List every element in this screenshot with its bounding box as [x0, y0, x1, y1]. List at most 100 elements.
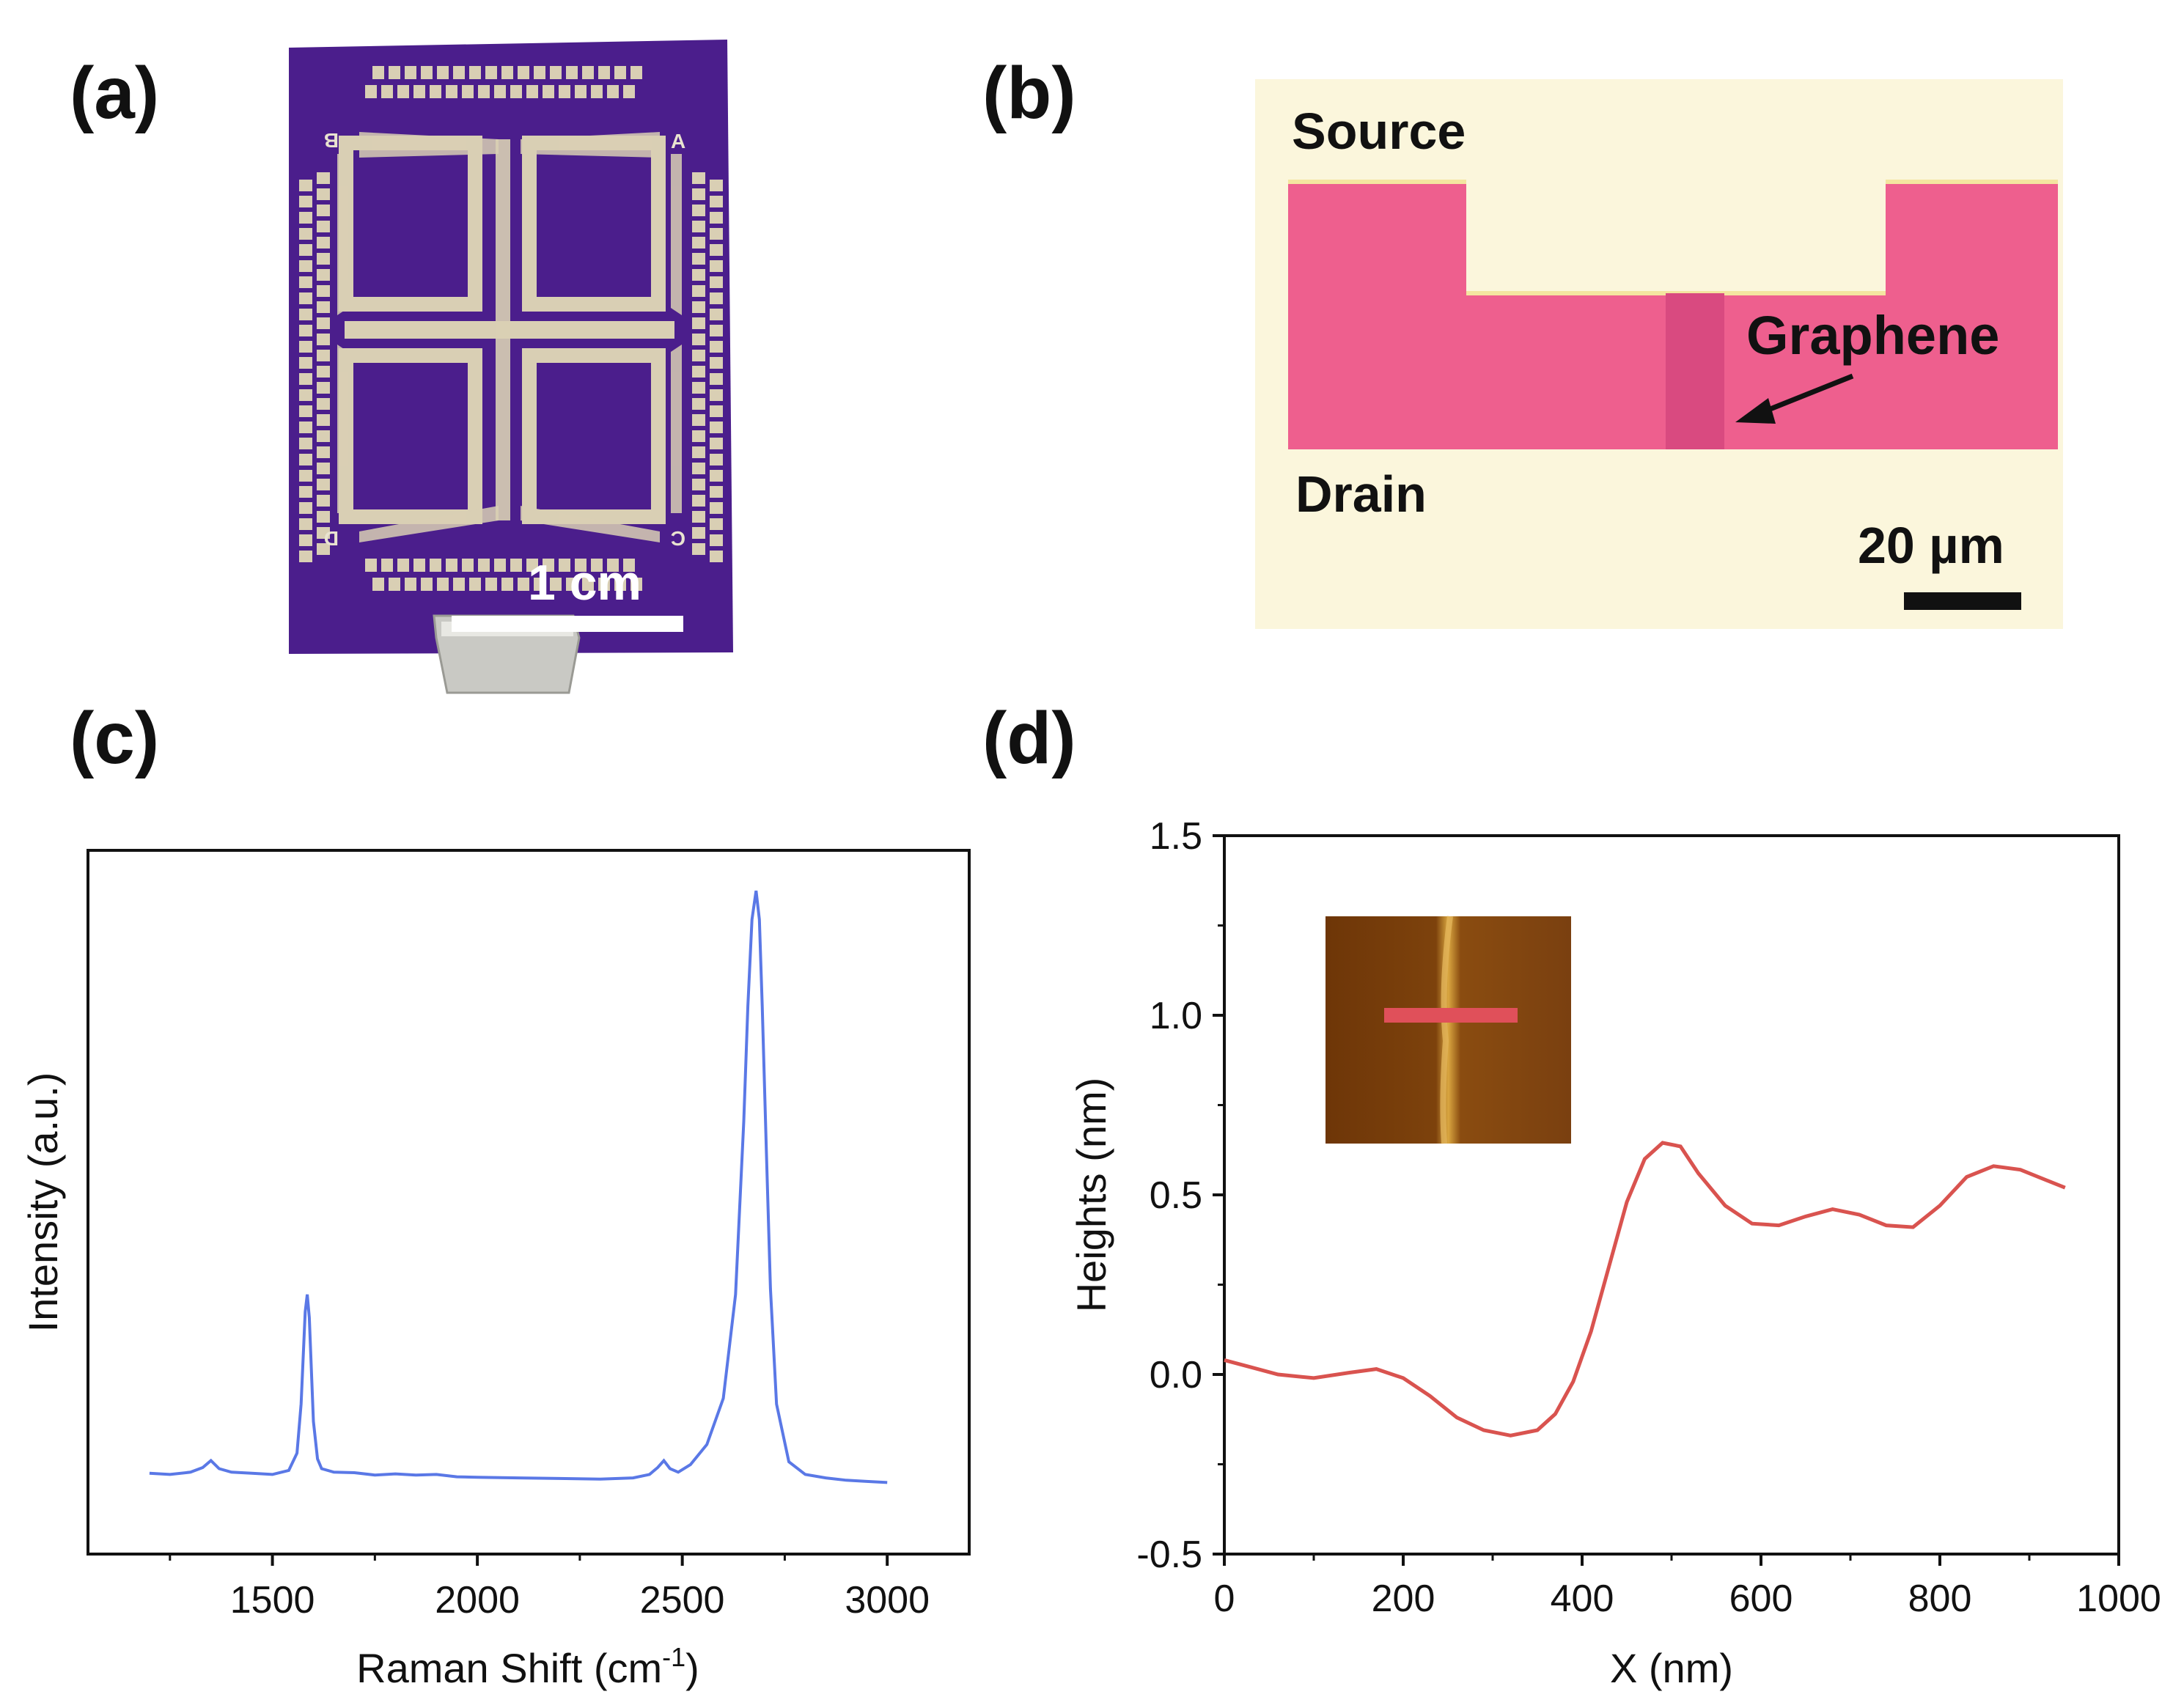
raman-plot-frame — [87, 849, 971, 1556]
panel-label-c: (c) — [70, 697, 160, 779]
contact-pad — [591, 559, 603, 572]
afm-ytick-label: -0.5 — [1136, 1534, 1202, 1576]
contact-pad — [317, 172, 330, 184]
scale-bar-1cm — [452, 616, 683, 632]
contact-pad — [317, 334, 330, 345]
afm-ytick-label: 1.5 — [1150, 815, 1202, 858]
contact-pad — [299, 180, 312, 191]
scale-label-20um: 20 µm — [1858, 517, 2004, 574]
raman-xtick-label: 1500 — [230, 1579, 315, 1622]
contact-pad — [299, 196, 312, 207]
contact-pad — [397, 559, 409, 572]
contact-pad — [630, 578, 642, 591]
contact-pad — [692, 527, 705, 539]
contact-pad — [317, 527, 330, 539]
contact-pad — [469, 578, 481, 591]
contact-pad — [317, 463, 330, 474]
contact-pad — [299, 405, 312, 417]
contact-pad — [559, 559, 570, 572]
contact-pad — [575, 85, 587, 98]
contact-pad — [518, 66, 529, 79]
raman-series-line — [149, 890, 888, 1484]
contact-pad — [381, 559, 393, 572]
contact-pad — [317, 188, 330, 200]
afm-ylabel: Heights (nm) — [1068, 1078, 1114, 1313]
center-cross-v — [496, 139, 510, 520]
panel-label-a: (a) — [70, 52, 160, 134]
graphene-arrowhead — [1735, 398, 1776, 424]
contact-pad — [566, 66, 578, 79]
contact-pad — [462, 85, 474, 98]
contact-pad — [299, 292, 312, 304]
afm-inset-linecut — [1384, 1008, 1518, 1023]
device-photo: A B C D 1 cm — [289, 40, 733, 694]
contact-pad — [710, 276, 723, 288]
contact-pad — [598, 66, 610, 79]
contact-pad — [710, 373, 723, 385]
contact-pad — [299, 551, 312, 562]
contact-pad — [710, 309, 723, 320]
contact-pad — [692, 463, 705, 474]
contact-pad — [317, 253, 330, 265]
contact-pad — [710, 454, 723, 465]
contact-pad — [591, 85, 603, 98]
contact-pad — [710, 405, 723, 417]
scale-bar-20um — [1904, 592, 2021, 610]
corner-label-d: D — [324, 527, 339, 550]
contact-pad — [692, 334, 705, 345]
afm-xtick-label: 600 — [1729, 1578, 1793, 1620]
afm-ytick-label: 1.0 — [1150, 995, 1202, 1037]
contact-pad — [710, 260, 723, 272]
contact-pad — [299, 325, 312, 336]
contact-pad — [485, 578, 497, 591]
source-label: Source — [1292, 103, 1466, 160]
contact-pad — [692, 479, 705, 490]
contact-pad — [365, 559, 377, 572]
contact-pad — [446, 559, 457, 572]
contact-pad — [485, 66, 497, 79]
contact-pad — [575, 559, 587, 572]
contact-pad — [710, 486, 723, 498]
contact-pad — [710, 551, 723, 562]
contact-pad — [469, 66, 481, 79]
contact-pad — [405, 578, 416, 591]
contact-pad — [630, 66, 642, 79]
contact-pad — [478, 559, 490, 572]
contact-pad — [462, 559, 474, 572]
contact-pad — [430, 559, 441, 572]
afm-series-line — [1224, 1141, 2066, 1438]
contact-pad — [413, 85, 425, 98]
contact-pad — [710, 502, 723, 514]
contact-pad — [692, 188, 705, 200]
corner-label-a: A — [671, 130, 685, 152]
afm-chart: 0 200 400 600 800 1000 -0.5 0.0 0.5 1.0 1.5 Height… — [1068, 815, 2161, 1691]
contact-pad — [607, 85, 619, 98]
contact-pad — [299, 502, 312, 514]
contact-pad — [421, 578, 433, 591]
contact-pad — [317, 269, 330, 281]
contact-pad — [317, 237, 330, 249]
contact-pad — [389, 66, 400, 79]
contact-pad — [692, 350, 705, 361]
raman-xlabel-main: Raman Shift (cm — [356, 1645, 662, 1691]
contact-pad — [299, 244, 312, 256]
contact-pad — [317, 205, 330, 216]
contact-pad — [317, 414, 330, 426]
corner-label-c: C — [671, 527, 685, 550]
afm-ytick-label: 0.0 — [1150, 1354, 1202, 1396]
contact-pad — [692, 366, 705, 378]
contact-pad — [317, 495, 330, 507]
contact-pad — [317, 317, 330, 329]
contact-pad — [692, 398, 705, 410]
contact-pad — [494, 559, 506, 572]
contact-pad — [299, 309, 312, 320]
contact-pad — [317, 446, 330, 458]
corner-label-b: B — [324, 129, 339, 152]
contact-pad — [494, 85, 506, 98]
contact-pad — [710, 422, 723, 433]
contact-pad — [299, 486, 312, 498]
contact-pad — [692, 414, 705, 426]
contact-pad — [430, 85, 441, 98]
contact-pad — [623, 85, 635, 98]
contact-pad — [317, 350, 330, 361]
